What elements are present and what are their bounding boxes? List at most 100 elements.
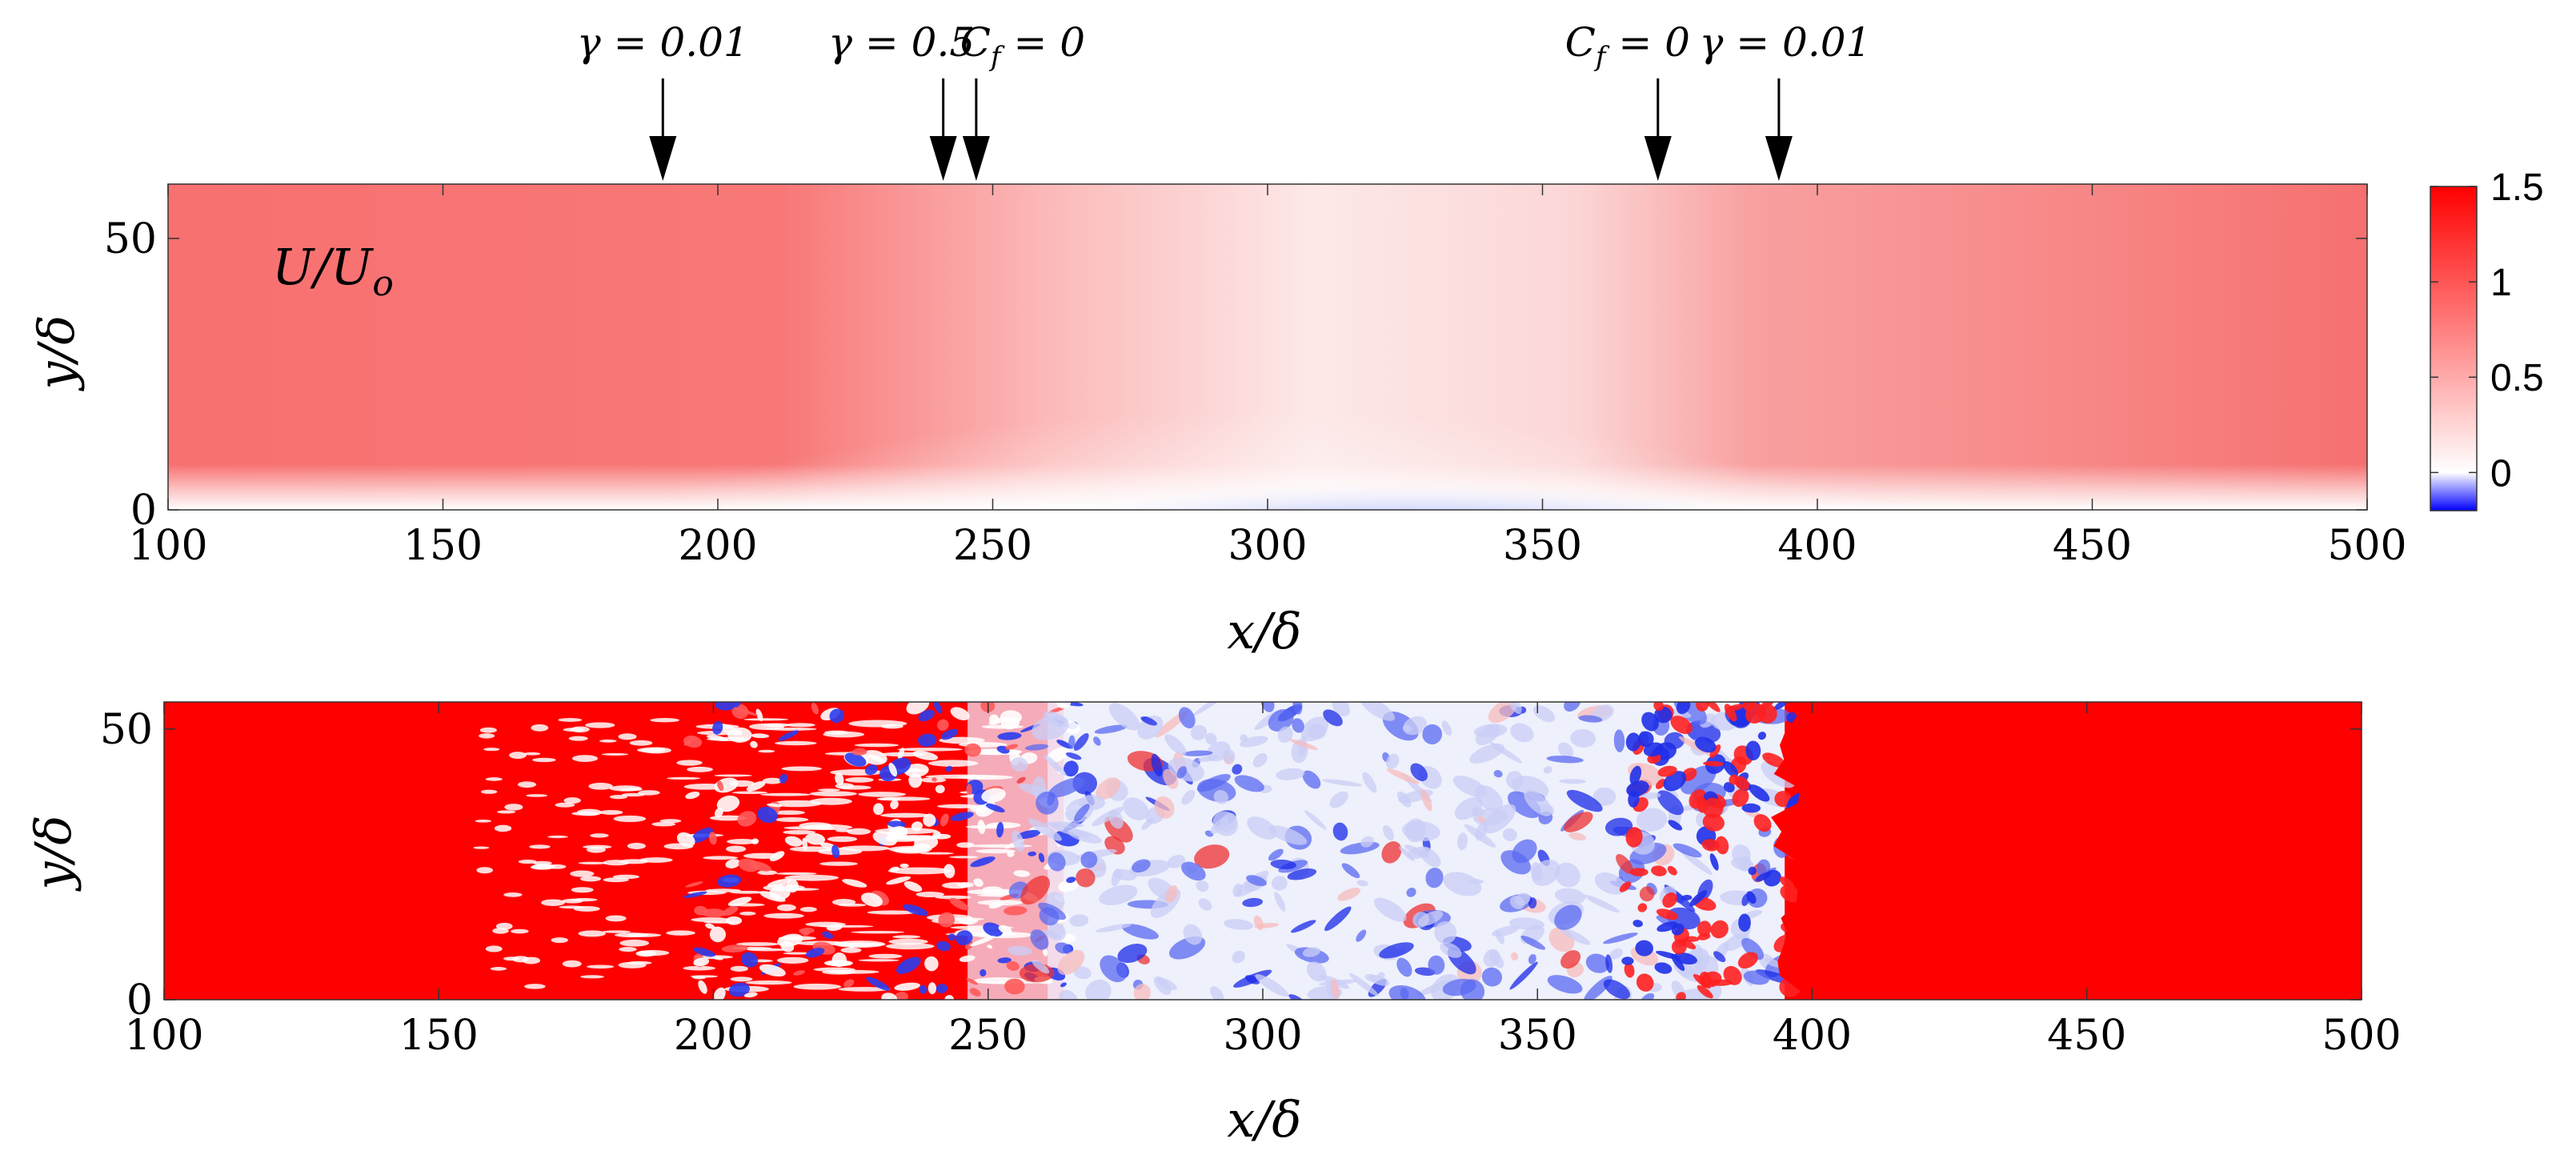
turbulent-eddy xyxy=(1242,897,1264,908)
streak xyxy=(683,965,716,971)
transition-eddy xyxy=(964,743,982,757)
streak xyxy=(956,842,975,848)
streak xyxy=(739,911,756,916)
transition-eddy xyxy=(740,952,759,968)
reattachment-eddy xyxy=(1637,731,1654,748)
reattachment-eddy xyxy=(1709,853,1719,871)
transition-eddy xyxy=(873,803,884,816)
turbulent-eddy xyxy=(1420,788,1432,812)
reattachment-eddy xyxy=(1709,744,1721,758)
turbulent-eddy xyxy=(1673,843,1702,858)
transition-eddy xyxy=(1056,740,1072,749)
turbulent-eddy xyxy=(1554,888,1585,904)
streak xyxy=(509,752,527,760)
transition-eddy xyxy=(888,826,908,840)
streak xyxy=(810,791,857,796)
gamma-001-left-label: γ = 0.01 xyxy=(577,19,749,66)
streak xyxy=(774,740,817,746)
transition-eddy xyxy=(1004,905,1028,916)
transition-eddy xyxy=(935,784,945,794)
streak xyxy=(736,942,779,946)
reattachment-eddy xyxy=(1701,839,1720,852)
streak xyxy=(757,870,777,876)
reattachment-eddy xyxy=(1741,803,1761,813)
streak xyxy=(618,733,637,740)
streak xyxy=(571,897,598,902)
colorbar-gradient xyxy=(2430,186,2478,511)
transition-eddy xyxy=(959,955,976,962)
streak xyxy=(776,904,796,912)
top-x-tick-label: 450 xyxy=(2053,522,2132,570)
streak xyxy=(793,983,842,990)
turbulent-eddy xyxy=(1379,942,1414,959)
colorbar-tick-label: 1 xyxy=(2490,262,2512,304)
streak xyxy=(982,886,1003,893)
transition-eddy xyxy=(888,762,898,777)
streak xyxy=(529,844,551,849)
reattachment-eddy xyxy=(1723,760,1739,777)
streak xyxy=(547,835,568,839)
streak xyxy=(563,728,585,732)
streak xyxy=(781,766,822,772)
turbulent-eddy xyxy=(1156,977,1177,991)
turbulent-eddy xyxy=(1743,970,1769,985)
streak xyxy=(541,899,565,906)
reattachment-eddy xyxy=(1723,782,1735,793)
turbulent-eddy xyxy=(1076,868,1096,888)
top-x-tick-label: 100 xyxy=(128,522,207,570)
transition-eddy xyxy=(1058,879,1079,892)
reattachment-eddy xyxy=(1697,920,1712,937)
turbulent-eddy xyxy=(1164,734,1187,756)
streak xyxy=(609,785,642,792)
turbulent-eddy xyxy=(1151,753,1163,777)
turbulent-eddy xyxy=(1341,863,1360,879)
streak xyxy=(558,718,583,722)
turbulent-eddy xyxy=(1475,724,1500,746)
turbulent-eddy xyxy=(1039,907,1060,926)
transition-eddy xyxy=(1042,947,1048,956)
turbulent-eddy xyxy=(1564,702,1581,712)
streak xyxy=(703,856,739,860)
bottom-x-tick-label: 100 xyxy=(124,1012,203,1060)
transition-eddy xyxy=(811,702,819,715)
bottom-x-axis-label: x/δ xyxy=(1227,1090,1301,1149)
colorbar-ticks: 0 0.5 1 1.5 xyxy=(2430,166,2544,495)
transition-eddy xyxy=(977,820,986,835)
reattachment-eddy xyxy=(1637,903,1648,912)
transition-eddy xyxy=(936,940,951,952)
turbulent-eddy xyxy=(1085,979,1112,1000)
turbulent-eddy xyxy=(1007,945,1032,956)
streak xyxy=(609,795,628,800)
field-label: U/Uo xyxy=(272,238,394,304)
streak xyxy=(676,760,703,766)
reattachment-eddy xyxy=(1760,702,1776,710)
turbulent-eddy xyxy=(1133,984,1151,1000)
turbulent-eddy xyxy=(1557,742,1573,758)
turbulent-eddy xyxy=(1253,915,1264,931)
turbulent-eddy xyxy=(1356,880,1368,887)
transition-eddy xyxy=(969,988,981,997)
transition-eddy xyxy=(881,993,898,1000)
turbulent-eddy xyxy=(1080,851,1098,868)
transition-eddy xyxy=(806,948,825,958)
turbulent-eddy xyxy=(1167,855,1186,868)
turbulent-eddy xyxy=(1036,792,1059,815)
top-x-tick-label: 400 xyxy=(1777,522,1857,570)
reattachment-eddy xyxy=(1729,774,1739,785)
top-x-tick-label: 200 xyxy=(678,522,757,570)
turbulent-eddy xyxy=(1268,848,1284,861)
streak xyxy=(776,956,809,964)
streak xyxy=(915,892,944,897)
turbulent-eddy xyxy=(1356,929,1367,942)
turbulent-eddy xyxy=(1524,789,1552,816)
transition-eddy xyxy=(1028,851,1037,856)
bottom-x-tick-label: 250 xyxy=(948,1012,1028,1060)
streak xyxy=(570,870,595,877)
reattachment-eddy xyxy=(1723,965,1742,985)
turbulent-eddy xyxy=(1043,711,1068,728)
streak xyxy=(892,935,921,939)
streak xyxy=(523,752,541,756)
transition-eddy xyxy=(899,863,909,868)
turbulent-eddy xyxy=(1396,957,1412,977)
turbulent-eddy xyxy=(1194,844,1230,869)
